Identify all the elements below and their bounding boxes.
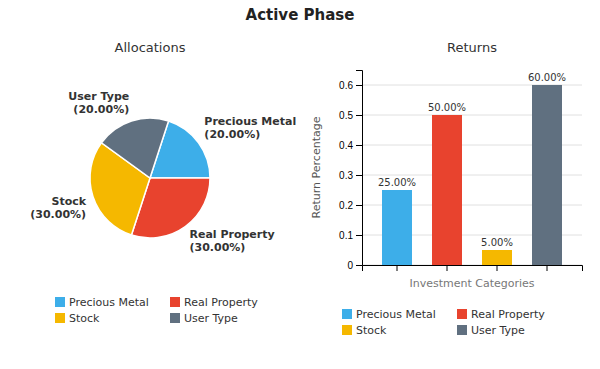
legend-swatch [342, 325, 352, 335]
legend: Precious Metal Real Property Stock User Typ… [55, 296, 258, 325]
y-tick-mark [356, 205, 362, 206]
y-tick-label: 0.5 [339, 110, 353, 121]
legend-item: Stock [55, 312, 100, 325]
slice-label-name: Precious Metal [204, 115, 296, 128]
legend-swatch [342, 309, 352, 319]
y-tick-label: 0.6 [339, 80, 353, 91]
bar [382, 190, 412, 265]
y-tick-mark [356, 265, 362, 266]
x-tick [497, 265, 498, 271]
legend-item: User Type [457, 324, 525, 337]
y-axis-line [356, 71, 363, 266]
y-tick: 0.6 [339, 80, 362, 91]
legend-label: Precious Metal [356, 308, 436, 321]
chart-title: Allocations [115, 40, 186, 55]
x-tick [547, 265, 548, 271]
y-tick: 0 [347, 260, 362, 271]
legend-swatch [55, 297, 65, 307]
legend-item: Precious Metal [342, 308, 436, 321]
slice-label: User Type(20.00%) [68, 90, 129, 116]
legend-label: Real Property [184, 296, 258, 309]
slice-label-name: User Type [68, 90, 129, 103]
x-tick-mark [497, 265, 498, 271]
slices [90, 118, 210, 238]
slice-label-name: Real Property [189, 228, 274, 241]
y-tick-label: 0.2 [339, 200, 353, 211]
y-axis: 0 0.1 0.2 0.3 0.4 0.5 0.6 [339, 71, 362, 271]
slice-label-name: Stock [52, 195, 87, 208]
legend-item: User Type [170, 312, 238, 325]
bars [382, 85, 562, 265]
legend-swatch [457, 309, 467, 319]
legend: Precious Metal Real Property Stock User Typ… [342, 308, 545, 337]
y-tick-label: 0.4 [339, 140, 353, 151]
data-label: 5.00% [481, 237, 513, 248]
bar [482, 250, 512, 265]
chart: Active PhaseAllocationsPrecious Metal(20… [0, 0, 600, 369]
data-label: 60.00% [528, 72, 566, 83]
legend-swatch [170, 313, 180, 323]
x-axis [363, 265, 583, 271]
y-tick-label: 0.3 [339, 170, 353, 181]
y-axis-title: Return Percentage [310, 116, 323, 218]
data-labels: 25.00% 50.00% 5.00% 60.00% [378, 72, 566, 248]
pie-chart: AllocationsPrecious Metal(20.00%)Real Pr… [30, 40, 296, 325]
y-tick-mark [356, 175, 362, 176]
y-tick-mark [356, 235, 362, 236]
x-tick-mark [397, 265, 398, 271]
slice-label: Stock(30.00%) [30, 195, 87, 221]
data-label: 25.00% [378, 177, 416, 188]
y-tick-label: 0.1 [339, 230, 353, 241]
slice [101, 118, 168, 178]
y-tick: 0.2 [339, 200, 362, 211]
legend-item: Real Property [170, 296, 258, 309]
legend-label: User Type [184, 312, 238, 325]
grid [362, 85, 582, 265]
x-axis-line [363, 266, 583, 272]
x-axis-title: Investment Categories [409, 277, 534, 290]
chart-title: Returns [447, 40, 497, 55]
y-tick-mark [356, 145, 362, 146]
title: Active Phase [246, 6, 355, 24]
data-label: 50.00% [428, 102, 466, 113]
y-tick: 0.4 [339, 140, 362, 151]
y-tick-mark [356, 85, 362, 86]
x-tick-mark [447, 265, 448, 271]
x-tick [447, 265, 448, 271]
legend-swatch [457, 325, 467, 335]
legend-swatch [170, 297, 180, 307]
bar-chart: 25.00%50.00%5.00%60.00%00.10.20.30.40.50… [310, 40, 583, 337]
x-tick-mark [547, 265, 548, 271]
legend-label: Stock [69, 312, 100, 325]
y-tick-mark [356, 115, 362, 116]
bar [532, 85, 562, 265]
slice-label-value: (20.00%) [73, 103, 129, 116]
legend-item: Real Property [457, 308, 545, 321]
legend-item: Precious Metal [55, 296, 149, 309]
slice-label-value: (30.00%) [30, 208, 86, 221]
x-tick [397, 265, 398, 271]
slice-label-value: (20.00%) [204, 128, 260, 141]
slice-label: Real Property(30.00%) [189, 228, 274, 254]
legend-label: Precious Metal [69, 296, 149, 309]
slice-label: Precious Metal(20.00%) [204, 115, 296, 141]
slice-label-value: (30.00%) [189, 241, 245, 254]
bar [432, 115, 462, 265]
legend-swatch [55, 313, 65, 323]
y-tick: 0.1 [339, 230, 362, 241]
y-tick: 0.3 [339, 170, 362, 181]
legend-label: Real Property [471, 308, 545, 321]
y-tick-label: 0 [347, 260, 353, 271]
slice-labels: Precious Metal(20.00%)Real Property(30.0… [30, 90, 296, 254]
legend-label: Stock [356, 324, 387, 337]
plot: 25.00%50.00%5.00%60.00%00.10.20.30.40.50… [339, 71, 582, 272]
y-tick: 0.5 [339, 110, 362, 121]
legend-item: Stock [342, 324, 387, 337]
legend-label: User Type [471, 324, 525, 337]
